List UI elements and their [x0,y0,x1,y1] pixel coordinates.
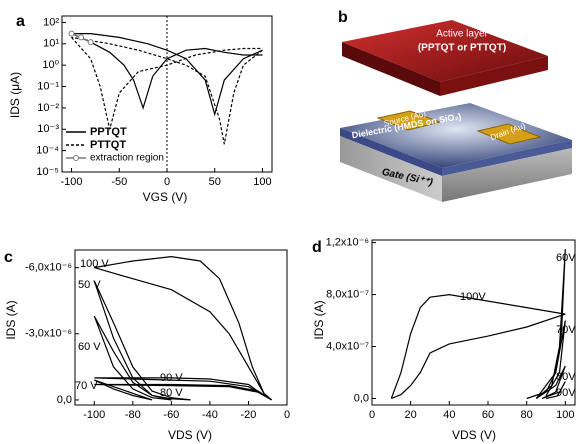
y-tick-label: -6,0x10⁻⁶ [25,262,72,274]
series-line [526,249,566,400]
x-tick-label: 80 [521,409,533,421]
y-tick-label: 4,0x10⁻⁷ [326,340,369,352]
x-tick-label: 60 [482,409,494,421]
curve-label: 80 V [160,387,183,399]
series-line [93,280,191,401]
device-diagram: Source (Au) Drain (Au) Dielectric (HMDS … [340,20,572,202]
x-tick-label: 100 [253,176,271,188]
x-axis-label: VDS (V) [452,428,496,442]
x-tick-label: -60 [163,409,179,421]
legend-marker [73,155,79,161]
y-tick-label: 10⁻⁵ [36,166,59,178]
point [87,39,94,46]
x-tick-label: 50 [209,176,221,188]
y-tick-label: 10² [43,16,59,28]
dielectric-front [442,140,572,176]
dielectric-side [340,128,442,176]
active-layer-top [342,20,548,82]
series-line [541,381,566,400]
curve-label: 90V [556,387,576,399]
x-tick-label: -40 [202,409,218,421]
panel-letter: b [338,9,348,26]
point [68,30,75,37]
y-tick-label: 10⁻³ [37,123,59,135]
curve-label: 100V [460,291,486,303]
x-tick-label: -100 [83,409,105,421]
gate-front [442,148,572,202]
y-tick-label: 0,0 [57,394,72,406]
x-tick-label: 20 [405,409,417,421]
x-tick-label: 40 [443,409,455,421]
x-tick-label: -20 [241,409,257,421]
active-layer-label: Active layer [436,29,488,40]
curve-label: 70 V [75,380,98,392]
y-tick-label: -3,0x10⁻⁶ [25,328,72,340]
x-tick-label: -100 [61,176,83,188]
y-axis-label: IDS (A) [4,300,18,339]
y-tick-label: 1,2x10⁻⁶ [326,237,369,249]
panel-letter: c [4,249,13,266]
series-line [535,320,566,399]
curve-label: 70V [556,324,576,336]
y-tick-label: 10⁻¹ [37,80,59,92]
x-tick-label: 0 [284,409,290,421]
y-tick-label: 10⁻⁴ [36,145,59,157]
curve-label: 90 V [160,372,183,384]
series-line [93,315,172,401]
panel-letter: a [16,13,25,30]
x-tick-label: 0 [369,409,375,421]
y-axis-label: IDS (A) [312,300,326,339]
curve-label: 60 V [78,341,101,353]
active-layer-side [342,42,440,96]
legend-label: extraction region [90,153,164,164]
curve-label: 80V [556,371,576,383]
series-line [94,255,272,401]
x-tick-label: -50 [111,176,127,188]
x-axis-label: VGS (V) [143,190,188,204]
x-axis-label: VDS (V) [168,428,212,442]
curve-label: 50 V [78,279,101,291]
plot-frame [371,239,576,406]
series-line [535,365,566,400]
active-material-label: (PPTQT or PTTQT) [418,43,506,54]
drain-electrode [476,123,542,145]
plot-frame [74,249,288,406]
series-line [390,293,566,400]
point [78,34,85,41]
y-axis-label: IDS (μA) [8,72,22,118]
y-tick-label: 10⁰ [42,59,59,71]
panel-letter: d [312,239,322,256]
x-tick-label: 100 [556,409,574,421]
legend-label: PTTQT [90,139,126,151]
gate-side [340,136,442,202]
y-tick-label: 8,0x10⁻⁷ [326,288,369,300]
curve-label: 60V [556,252,576,264]
series-line [94,383,272,401]
series-line [71,36,263,145]
x-tick-label: 0 [164,176,170,188]
active-layer-front [440,56,548,96]
legend-label: PPTQT [90,126,127,138]
curve-label: 100 V [80,258,109,270]
source-electrode [376,110,442,131]
x-tick-label: -80 [125,409,141,421]
series-line [94,379,153,401]
y-tick-label: 10⁻² [37,102,59,114]
y-tick-label: 10¹ [43,38,59,50]
y-tick-label: 0,0 [354,392,369,404]
